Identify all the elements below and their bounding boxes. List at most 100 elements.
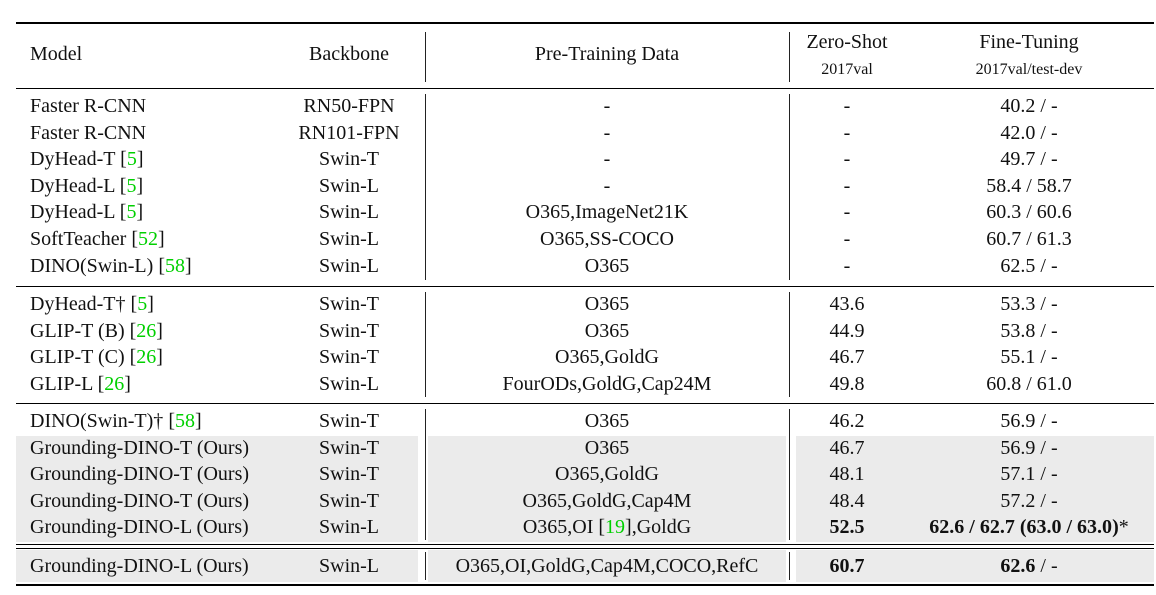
pretrain-cell: O365,GoldG,Cap4M [523,489,692,513]
finetune-value: 55.1 / - [1000,346,1058,368]
zeroshot-value: 46.2 [829,410,865,432]
backbone-cell: Swin-T [319,345,379,369]
model-name: GLIP-L [30,373,93,395]
pretrain-data: O365 [584,410,630,432]
zeroshot-cell: 60.7 [830,554,865,578]
model-cell: Grounding-DINO-T (Ours) [30,462,249,486]
pretrain-data: FourODs,GoldG,Cap24M [502,373,712,395]
model-cell: Faster R-CNN [30,121,146,145]
cite-open: [ [115,148,127,170]
backbone-name: Swin-L [319,228,379,250]
pretrain-data: O365,GoldG [555,463,659,485]
paren-open: ( [1014,516,1027,538]
backbone-cell: Swin-L [319,174,379,198]
model-name: Grounding-DINO-T (Ours) [30,463,250,485]
finetune-value: 60.3 / 60.6 [986,201,1072,223]
finetune-cell: 60.3 / 60.6 [986,200,1072,224]
model-name: Faster R-CNN [30,95,147,117]
pretrain-cell: O365,GoldG [555,345,659,369]
header-zeroshot-sub: 2017val [821,61,873,78]
finetune-footnote-mark: * [1118,516,1129,538]
group1-rule [16,286,1154,287]
finetune-value: 56.9 / - [1000,410,1058,432]
model-cell: Faster R-CNN [30,94,146,118]
shade-gap-left-a [418,436,428,542]
pretrain-data: O365,GoldG [555,346,659,368]
col-sep-left-g2 [425,292,426,397]
backbone-name: Swin-T [319,293,379,315]
finetune-value: 53.8 / - [1000,320,1058,342]
finetune-value-bold: 62.6 / 62.7 [929,516,1015,538]
cite-open: [ [114,201,127,223]
zeroshot-value: 43.6 [829,293,865,315]
zeroshot-value: 44.9 [829,320,865,342]
zeroshot-cell: - [844,147,851,171]
citation-link: 26 [104,373,125,395]
citation-link: 19 [605,516,626,538]
zeroshot-value: - [843,255,851,277]
pretrain-cell: O365 [585,409,629,433]
finetune-cell: 57.2 / - [1000,489,1057,513]
model-name: GLIP-T (B) [30,320,125,342]
finetune-cell: 57.1 / - [1000,462,1057,486]
model-name: DINO(Swin-L) [30,255,154,277]
finetune-value: 57.1 / - [1000,463,1058,485]
model-name: DyHead-L [30,175,115,197]
backbone-name: Swin-L [319,516,379,538]
col-sep-left-g3 [425,409,426,540]
backbone-name: Swin-T [319,346,379,368]
model-cell: Grounding-DINO-T (Ours) [30,436,249,460]
cite-open: [ [92,373,105,395]
col-sep-right-g3 [789,409,790,540]
finetune-value: 56.9 / - [1000,437,1058,459]
model-cell: GLIP-T (C) [26] [30,345,163,369]
finetune-cell: 62.6 / - [1000,554,1057,578]
backbone-name: Swin-L [319,201,379,223]
shaded-ours-block [16,436,1154,542]
backbone-cell: Swin-L [319,372,379,396]
pretrain-data: O365 [584,320,630,342]
zeroshot-value: - [843,95,851,117]
model-name: GLIP-T (C) [30,346,125,368]
backbone-name: Swin-T [319,437,379,459]
pretrain-data: O365,GoldG,Cap4M [522,490,692,512]
finetune-cell: 53.8 / - [1000,319,1057,343]
zeroshot-cell: 49.8 [830,372,865,396]
cite-open: [ [124,346,137,368]
cite-close: ] [124,373,131,395]
group3-rule-b [16,548,1154,549]
citation-link: 58 [174,410,195,432]
pretrain-data: - [603,148,611,170]
finetune-value: 62.5 / - [1000,255,1058,277]
pretrain-cell: - [604,174,611,198]
zeroshot-cell: - [844,227,851,251]
model-name: DINO(Swin-T)† [30,410,164,432]
pretrain-data: O365,SS-COCO [540,228,674,250]
pretrain-cell: O365 [585,254,629,278]
cite-close: ] [184,255,192,277]
pretrain-data: O365,OI,GoldG,Cap4M,COCO,RefC [455,555,759,577]
model-name: Grounding-DINO-L (Ours) [30,516,249,538]
model-cell: Grounding-DINO-L (Ours) [30,554,249,578]
finetune-cell: 62.5 / - [1000,254,1057,278]
zeroshot-cell: - [844,94,851,118]
cite-close: ] [136,201,144,223]
backbone-cell: Swin-L [319,515,379,539]
group2-rule [16,403,1154,404]
finetune-cell: 56.9 / - [1000,409,1057,433]
citation-link: 5 [126,201,137,223]
finetune-value: 53.3 / - [1000,293,1058,315]
backbone-cell: Swin-T [319,436,379,460]
shade-gap-right-b [786,550,796,582]
finetune-cell: 60.8 / 61.0 [986,372,1072,396]
backbone-cell: Swin-T [319,462,379,486]
zeroshot-cell: - [844,200,851,224]
pretrain-data: - [603,122,611,144]
model-cell: DyHead-L [5] [30,200,143,224]
model-name: DyHead-T [30,148,116,170]
model-cell: SoftTeacher [52] [30,227,165,251]
zeroshot-cell: 46.7 [830,436,865,460]
zeroshot-cell: 52.5 [830,515,865,539]
model-cell: DyHead-T [5] [30,147,144,171]
backbone-name: Swin-T [319,463,379,485]
